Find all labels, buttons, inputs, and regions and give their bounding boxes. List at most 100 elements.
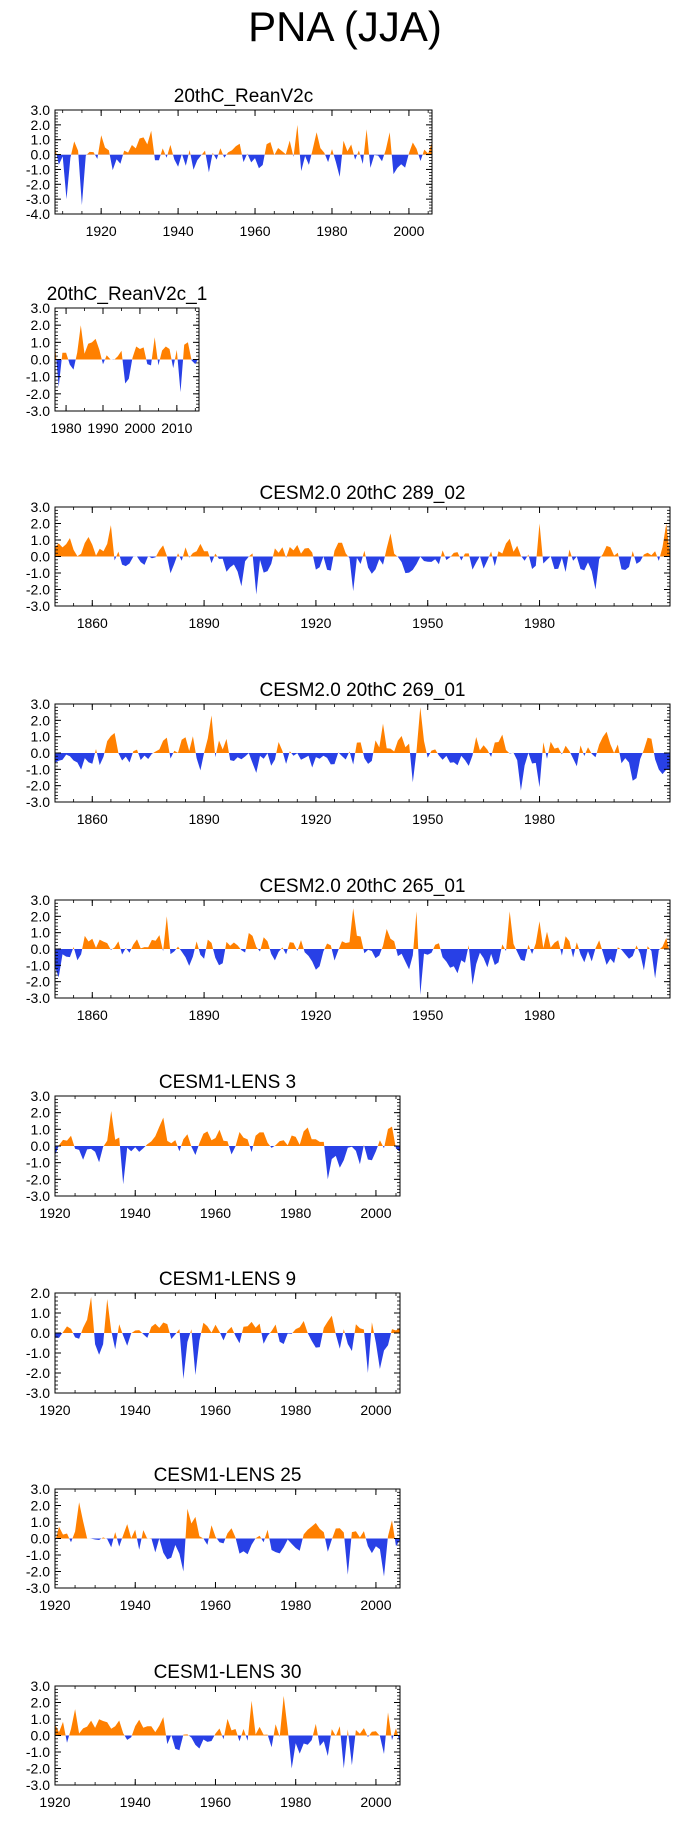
x-tick-label: 1940 [120,1402,151,1418]
positive-anomaly-area [55,124,432,155]
chart-panel: CESM1-LENS 25 3.02.01.00.0-1.0-2.0-3.0192… [26,1465,401,1613]
y-tick-label: -3.0 [26,1580,50,1596]
x-tick-label: 1940 [120,1794,151,1810]
chart-title: CESM1-LENS 9 [159,1269,296,1290]
x-tick-label: 1860 [77,615,108,631]
negative-anomaly-area [55,154,432,206]
x-tick-label: 1890 [189,615,220,631]
x-tick-label: 1890 [189,1007,220,1023]
chart-title: CESM2.0 20thC 269_01 [260,680,466,701]
y-tick-label: 0.0 [31,941,51,957]
x-tick-label: 1980 [316,223,347,239]
x-tick-label: 1960 [200,1794,231,1810]
chart-panel: 20thC_ReanV2c_13.02.01.00.0-1.0-2.0-3.01… [26,284,207,436]
x-tick-label: 1940 [120,1597,151,1613]
y-tick-label: 3.0 [31,102,51,118]
y-tick-label: 0.0 [31,1325,51,1341]
plot-frame [54,109,433,215]
y-tick-label: -1.0 [26,1547,50,1563]
y-tick-label: 0.0 [31,1531,51,1547]
negative-anomaly-area [55,949,670,995]
y-tick-label: -2.0 [26,974,50,990]
chart-title: 20thC_ReanV2c [174,86,313,107]
y-tick-label: 2.0 [31,317,51,333]
chart-title: 20thC_ReanV2c_1 [47,284,208,305]
negative-anomaly-area [55,359,199,393]
x-tick-label: 1980 [280,1402,311,1418]
negative-anomaly-area [55,1146,400,1185]
y-tick-label: -2.0 [26,1365,50,1381]
positive-anomaly-area [55,908,670,949]
y-tick-label: -1.0 [26,957,50,973]
chart-title: CESM1-LENS 30 [154,1662,302,1683]
positive-anomaly-area [55,1297,400,1333]
y-tick-label: 1.0 [31,1121,51,1137]
positive-anomaly-area [55,1695,400,1736]
x-tick-label: 2000 [360,1205,391,1221]
y-tick-label: 1.0 [31,532,51,548]
x-tick-label: 1920 [39,1597,70,1613]
chart-panel: CESM2.0 20thC 265_01 3.02.01.00.0-1.0-2.0… [26,876,671,1023]
x-tick-label: 1940 [163,223,194,239]
y-tick-label: -1.0 [26,369,50,385]
x-tick-label: 1860 [77,811,108,827]
x-tick-label: 1920 [300,811,331,827]
y-tick-label: -3.0 [26,794,50,810]
x-tick-label: 1920 [86,223,117,239]
x-tick-label: 2000 [360,1597,391,1613]
positive-anomaly-area [55,707,670,753]
positive-anomaly-area [55,1111,400,1146]
chart-title: CESM1-LENS 25 [154,1465,302,1486]
y-tick-label: -2.0 [26,582,50,598]
y-tick-label: 0.0 [31,352,51,368]
x-tick-label: 1920 [300,615,331,631]
x-tick-label: 1980 [280,1794,311,1810]
x-tick-label: 2010 [161,420,192,436]
negative-anomaly-area [55,1538,400,1577]
x-tick-label: 1980 [524,615,555,631]
negative-anomaly-area [55,1333,400,1379]
chart-title: CESM2.0 20thC 289_02 [260,483,466,504]
y-tick-label: 1.0 [31,1514,51,1530]
chart-title: CESM2.0 20thC 265_01 [260,876,466,897]
chart-title: CESM1-LENS 3 [159,1072,296,1093]
x-tick-label: 1890 [189,811,220,827]
y-tick-label: 3.0 [31,1088,51,1104]
y-tick-label: -1.0 [26,1155,50,1171]
y-tick-label: -2.0 [26,176,50,192]
x-tick-label: 1920 [39,1794,70,1810]
chart-panel: 20thC_ReanV2c 3.02.01.00.0-1.0-2.0-3.0-4.… [26,86,433,239]
y-tick-label: 0.0 [31,745,51,761]
y-tick-label: -1.0 [26,161,50,177]
y-tick-label: 3.0 [31,300,51,316]
y-tick-label: 0.0 [31,1138,51,1154]
y-tick-label: -2.0 [26,778,50,794]
y-tick-label: -2.0 [26,1564,50,1580]
y-tick-label: -3.0 [26,1385,50,1401]
y-tick-label: -3.0 [26,990,50,1006]
y-tick-label: -1.0 [26,1345,50,1361]
negative-anomaly-area [55,556,670,595]
y-tick-label: 2.0 [31,712,51,728]
y-tick-label: 1.0 [31,1711,51,1727]
x-tick-label: 1950 [412,615,443,631]
y-tick-label: -2.0 [26,1761,50,1777]
chart-panel: CESM2.0 20thC 269_01 3.02.01.00.0-1.0-2.0… [26,680,671,827]
y-tick-label: 1.0 [31,925,51,941]
x-tick-label: 1920 [39,1402,70,1418]
x-tick-label: 1960 [200,1597,231,1613]
x-tick-label: 1980 [280,1205,311,1221]
x-tick-label: 1980 [524,1007,555,1023]
x-tick-label: 1960 [200,1205,231,1221]
y-tick-label: -4.0 [26,206,50,222]
y-tick-label: -3.0 [26,191,50,207]
x-tick-label: 1860 [77,1007,108,1023]
y-tick-label: 1.0 [31,334,51,350]
y-tick-label: -3.0 [26,598,50,614]
x-tick-label: 1980 [50,420,81,436]
x-tick-label: 1990 [87,420,118,436]
y-tick-label: 2.0 [31,908,51,924]
chart-panel: CESM2.0 20thC 289_02 3.02.01.00.0-1.0-2.0… [26,483,671,631]
y-tick-label: -3.0 [26,403,50,419]
